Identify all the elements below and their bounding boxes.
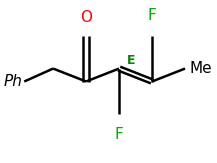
Text: Ph: Ph xyxy=(3,74,22,89)
Text: F: F xyxy=(148,8,156,23)
Text: O: O xyxy=(80,10,92,25)
Text: Me: Me xyxy=(189,61,212,76)
Text: E: E xyxy=(127,54,136,67)
Text: F: F xyxy=(115,127,123,142)
